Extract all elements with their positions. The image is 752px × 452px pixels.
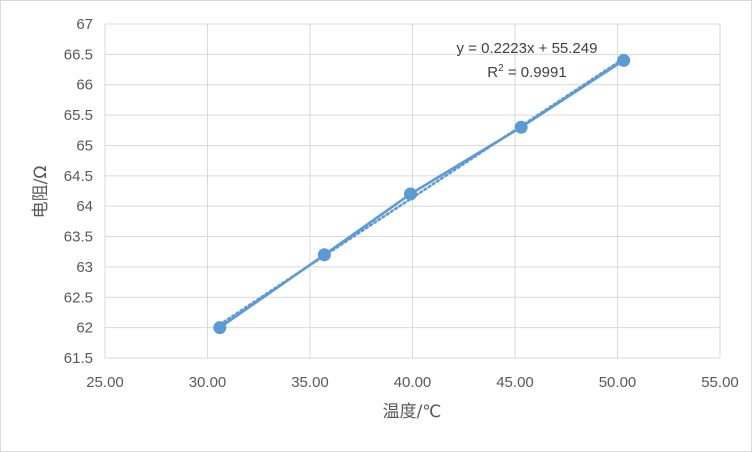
r-squared-value: = 0.9991 (504, 64, 567, 81)
y-tick-label: 66 (76, 77, 93, 94)
y-axis-title: 电阻/Ω (31, 166, 51, 219)
series-layer (213, 53, 631, 335)
r-squared-symbol: R (487, 64, 498, 81)
series-line (219, 59, 625, 329)
y-tick-label: 67 (76, 16, 93, 33)
y-tick-label: 63 (76, 259, 93, 276)
y-tick-label: 65 (76, 137, 93, 154)
r-squared-label: R2 = 0.9991 (487, 63, 566, 81)
x-tick-label: 25.00 (86, 374, 124, 391)
y-tick-label: 65.5 (64, 107, 93, 124)
x-tick-label: 55.00 (701, 374, 739, 391)
y-tick-label: 66.5 (64, 46, 93, 63)
y-tick-label: 61.5 (64, 350, 93, 367)
r-squared-superscript: 2 (498, 63, 504, 74)
x-tick-label: 45.00 (496, 374, 534, 391)
x-tick-label: 40.00 (394, 374, 432, 391)
y-tick-label: 62.5 (64, 289, 93, 306)
data-point (617, 53, 631, 67)
x-tick-label: 35.00 (291, 374, 329, 391)
x-tick-label: 30.00 (189, 374, 227, 391)
data-point (317, 248, 331, 262)
data-point (514, 120, 528, 134)
grid-layer (104, 23, 721, 359)
y-tick-label: 64.5 (64, 168, 93, 185)
tick-label-layer: 25.00 30.00 35.00 40.00 45.00 50.00 55.00 61.5 6… (64, 16, 739, 391)
data-point (213, 321, 227, 335)
y-tick-label: 63.5 (64, 229, 93, 246)
trendline-equation: y = 0.2223x + 55.249 (457, 40, 598, 57)
data-point (403, 187, 417, 201)
y-tick-label: 62 (76, 320, 93, 337)
y-tick-label: 64 (76, 198, 93, 215)
x-axis-title: 温度/℃ (383, 402, 442, 422)
x-tick-label: 50.00 (599, 374, 637, 391)
